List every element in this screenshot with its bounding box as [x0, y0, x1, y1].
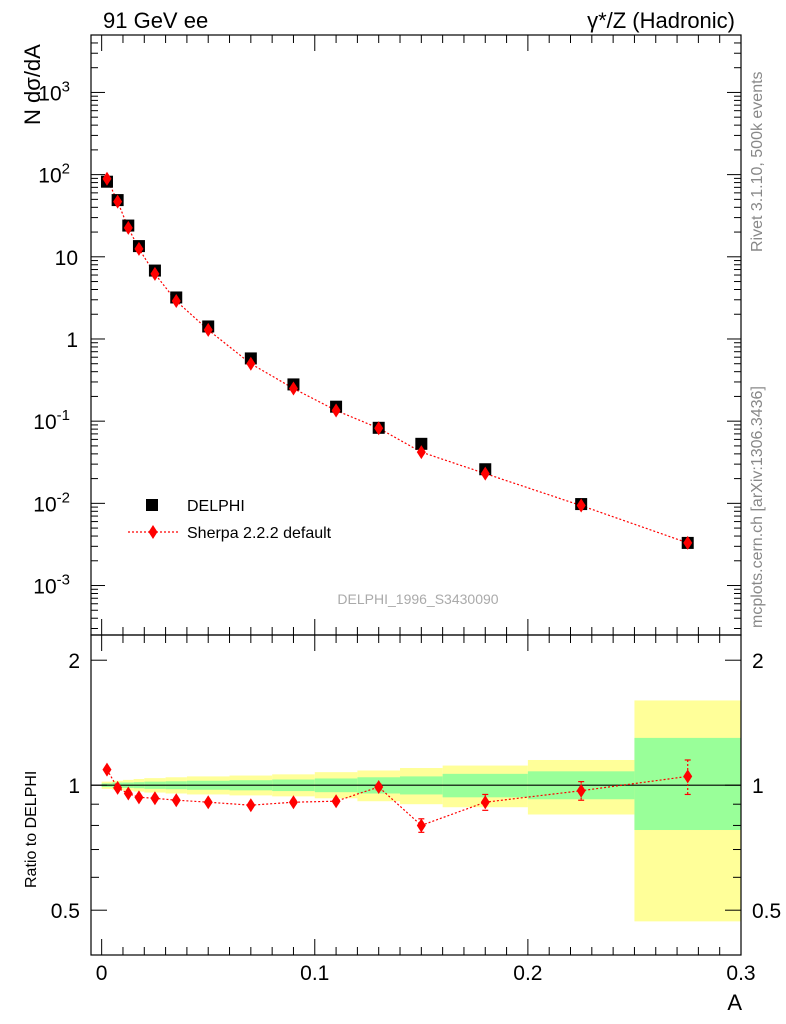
ratio-frame: [90, 634, 742, 956]
main-ytick-label: 10-3: [33, 572, 70, 599]
ratio-point-sherpa: [134, 790, 144, 805]
ratio-ytick-label-right: 1: [752, 775, 764, 798]
mc-point-sherpa: [683, 535, 693, 550]
legend-label-delphi: DELPHI: [187, 498, 245, 515]
main-ytick-base: 10: [38, 82, 61, 105]
xtick-label: 0.3: [726, 962, 755, 985]
ratio-ytick-label-right: 2: [752, 650, 764, 673]
mc-point-sherpa: [102, 171, 112, 186]
ratio-point-sherpa: [150, 791, 160, 806]
main-ytick-base: 10: [38, 165, 61, 188]
xtick-label: 0: [96, 962, 108, 985]
main-ytick-base: 10: [55, 247, 78, 270]
mc-point-sherpa: [113, 194, 123, 209]
xtick-label: 0.2: [513, 962, 542, 985]
ratio-point-sherpa: [374, 780, 384, 795]
mc-point-sherpa: [288, 381, 298, 396]
main-ytick-base: 10: [33, 576, 56, 599]
mc-point-sherpa: [171, 293, 181, 308]
main-ytick-exp: -2: [57, 489, 70, 506]
main-frame: [90, 34, 742, 636]
main-ytick-exp: -3: [57, 572, 70, 589]
main-ytick-exp: -1: [57, 407, 70, 424]
ratio-ylabel: Ratio to DELPHI: [23, 771, 40, 888]
ratio-point-sherpa: [480, 795, 490, 810]
header-right: γ*/Z (Hadronic): [587, 8, 735, 33]
legend-marker-mc: [148, 525, 158, 539]
legend-label-mc: Sherpa 2.2.2 default: [187, 525, 332, 542]
legend: DELPHI Sherpa 2.2.2 default: [128, 498, 332, 542]
main-ytick-label: 10-1: [33, 407, 70, 434]
main-ytick-base: 1: [66, 329, 78, 352]
main-ytick-label: 10: [55, 247, 78, 270]
ratio-point-sherpa: [331, 794, 341, 809]
mc-point-sherpa: [331, 403, 341, 418]
ratio-point-sherpa: [171, 793, 181, 808]
ratio-ytick-label-left: 2: [68, 650, 80, 673]
ratio-point-sherpa: [683, 769, 693, 784]
ratio-point-sherpa: [123, 786, 133, 801]
mc-point-sherpa: [150, 266, 160, 281]
ratio-panel: [101, 700, 741, 922]
main-ytick-label: 103: [38, 78, 70, 105]
main-ylabel: N dσ/dA: [20, 44, 45, 125]
ratio-point-sherpa: [203, 795, 213, 810]
legend-marker-delphi: [146, 499, 158, 511]
ratio-band-inner: [634, 737, 741, 831]
ratio-ytick-label-left: 1: [68, 775, 80, 798]
main-ytick-base: 10: [33, 493, 56, 516]
analysis-watermark: DELPHI_1996_S3430090: [337, 591, 498, 607]
data-point-delphi: [415, 437, 428, 450]
mc-point-sherpa: [416, 445, 426, 460]
main-ytick-label: 10-2: [33, 489, 70, 516]
main-ytick-label: 1: [66, 329, 78, 352]
mc-point-sherpa: [123, 220, 133, 235]
ratio-ytick-label-right: 0.5: [752, 900, 781, 923]
mc-point-sherpa: [134, 241, 144, 256]
mc-point-sherpa: [480, 466, 490, 481]
xtick-label: 0.1: [300, 962, 329, 985]
mc-line: [106, 178, 688, 544]
mc-point-sherpa: [374, 421, 384, 436]
rivet-label: Rivet 3.1.10, 500k events: [749, 71, 766, 252]
ratio-point-sherpa: [113, 780, 123, 795]
mc-point-sherpa: [246, 356, 256, 371]
mcplots-label: mcplots.cern.ch [arXiv:1306.3436]: [749, 386, 766, 628]
ratio-point-sherpa: [576, 783, 586, 798]
ratio-point-sherpa: [102, 762, 112, 777]
mc-point-sherpa: [203, 322, 213, 337]
ratio-point-sherpa: [246, 798, 256, 813]
main-ytick-exp: 2: [62, 161, 70, 178]
ratio-point-sherpa: [288, 795, 298, 810]
header-left: 91 GeV ee: [103, 8, 208, 33]
ratio-point-sherpa: [416, 818, 426, 833]
ratio-ytick-label-left: 0.5: [51, 900, 80, 923]
main-ytick-label: 102: [38, 161, 70, 188]
main-ytick-base: 10: [33, 411, 56, 434]
xlabel: A: [727, 990, 742, 1015]
main-ytick-exp: 3: [62, 78, 70, 95]
mc-point-sherpa: [576, 498, 586, 513]
